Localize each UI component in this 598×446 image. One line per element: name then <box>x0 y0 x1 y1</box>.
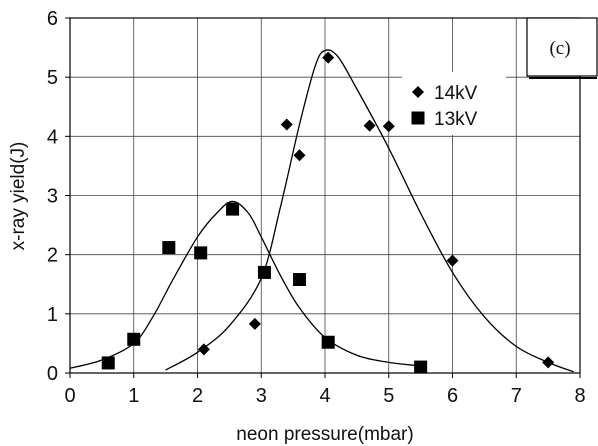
point-13kv <box>226 202 240 216</box>
x-tick-label: 6 <box>447 385 458 407</box>
point-13kv <box>194 246 208 260</box>
fit-curve-14kv <box>165 49 574 373</box>
point-14kv <box>446 254 459 267</box>
fit-curve-13kv <box>69 200 421 369</box>
panel-label: (c) <box>526 17 598 79</box>
y-tick-label: 5 <box>47 67 58 89</box>
point-14kv <box>248 317 261 330</box>
x-axis-title: neon pressure(mbar) <box>236 424 413 445</box>
fit-curves <box>69 49 574 373</box>
x-tick-label: 3 <box>256 385 267 407</box>
point-13kv <box>162 241 176 255</box>
y-tick-label: 0 <box>47 363 58 385</box>
y-tick-label: 1 <box>47 304 58 326</box>
legend: 14kV 13kV <box>402 72 506 135</box>
legend-label-13kv: 13kV <box>434 109 478 130</box>
point-14kv <box>197 343 210 356</box>
legend-marker-13kv <box>411 111 425 125</box>
grid <box>70 18 580 373</box>
x-tick-label: 1 <box>128 385 139 407</box>
point-13kv <box>127 332 141 346</box>
point-14kv <box>322 51 335 64</box>
point-14kv <box>542 356 555 369</box>
x-tick-label: 7 <box>511 385 522 407</box>
data-points <box>101 51 555 374</box>
point-13kv <box>414 360 428 374</box>
y-axis-ticks: 0 1 2 3 4 5 6 <box>47 8 70 385</box>
x-axis-ticks: 0 1 2 3 4 5 6 7 8 <box>64 373 586 407</box>
point-14kv <box>363 119 376 132</box>
panel-label-box <box>526 17 598 77</box>
point-13kv <box>101 356 115 370</box>
x-tick-label: 8 <box>574 385 585 407</box>
legend-label-14kv: 14kV <box>434 83 478 104</box>
point-14kv <box>280 118 293 131</box>
point-14kv <box>293 149 306 162</box>
x-tick-label: 5 <box>383 385 394 407</box>
point-13kv <box>257 265 271 279</box>
x-tick-label: 4 <box>319 385 330 407</box>
point-14kv <box>382 120 395 133</box>
y-axis-title: x-ray yield(J) <box>8 142 29 251</box>
x-tick-label: 0 <box>64 385 75 407</box>
y-tick-label: 6 <box>47 8 58 30</box>
y-tick-label: 3 <box>47 186 58 208</box>
point-13kv <box>293 273 306 287</box>
panel-label-text: (c) <box>549 38 570 59</box>
y-tick-label: 2 <box>47 245 58 267</box>
legend-marker-14kv <box>412 86 424 98</box>
x-tick-label: 2 <box>192 385 203 407</box>
point-13kv <box>321 335 335 349</box>
y-tick-label: 4 <box>47 126 58 148</box>
